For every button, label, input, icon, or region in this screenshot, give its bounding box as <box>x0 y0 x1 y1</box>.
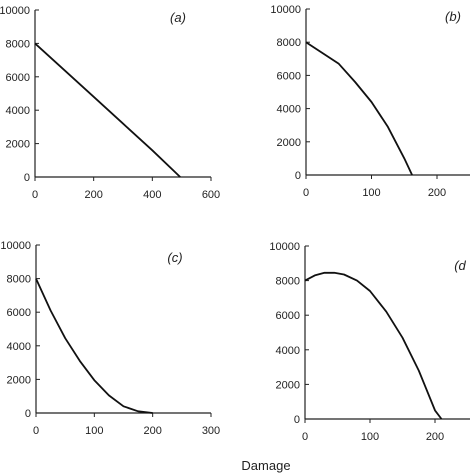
panel-1-y-tick-label: 0 <box>24 172 30 184</box>
panel-4-y-tick-label: 2000 <box>276 379 300 391</box>
panel-3-x-tick-label: 300 <box>202 425 220 437</box>
panel-3-y-tick-label: 4000 <box>7 341 31 353</box>
panel-3-x-tick-label: 0 <box>33 425 39 437</box>
panel-2-y-tick-label: 8000 <box>277 37 301 49</box>
panel-1-y-tick-label: 2000 <box>6 139 30 151</box>
panel-1-y-tick-label: 6000 <box>6 72 30 84</box>
panel-1-y-tick-label: 8000 <box>6 38 30 50</box>
panel-4-x-tick-label: 100 <box>361 431 379 443</box>
panel-3-x-tick-label: 100 <box>85 425 103 437</box>
x-axis-title: Damage <box>241 458 290 473</box>
panel-2-y-tick-label: 6000 <box>277 70 301 82</box>
panel-2-x-tick-label: 0 <box>303 187 309 199</box>
panel-3-y-tick-label: 10000 <box>0 240 31 252</box>
panel-3-x-tick-label: 200 <box>143 425 161 437</box>
panel-1-series-line <box>34 42 181 178</box>
panel-1-x-tick-label: 0 <box>32 189 38 201</box>
panel-1-label: (a) <box>170 10 186 25</box>
panel-1-x-tick-label: 600 <box>202 189 220 201</box>
panel-4-series-line <box>304 271 443 420</box>
panel-2-x-tick-label: 200 <box>428 187 446 199</box>
panel-1-y-tick-label: 10000 <box>0 5 30 17</box>
panel-3-label: (c) <box>167 250 182 265</box>
panel-3-series-line <box>35 278 153 414</box>
panel-2-label: (b) <box>445 9 461 24</box>
panel-4-label: (d <box>454 258 466 273</box>
panel-4-y-tick-label: 4000 <box>276 345 300 357</box>
panel-4-x-tick-label: 0 <box>302 431 308 443</box>
panel-3-y-tick-label: 0 <box>25 408 31 420</box>
panel-3-y-tick-label: 8000 <box>7 274 31 286</box>
panel-2-y-tick-label: 0 <box>295 170 301 182</box>
panel-2-series-line <box>305 41 413 176</box>
panel-2-y-tick-label: 10000 <box>270 4 301 16</box>
panel-2-y-tick-label: 4000 <box>277 104 301 116</box>
panel-1-x-tick-label: 400 <box>143 189 161 201</box>
panel-1-y-tick-label: 4000 <box>6 105 30 117</box>
panel-4-x-tick-label: 200 <box>426 431 444 443</box>
panel-1-x-tick-label: 200 <box>84 189 102 201</box>
panel-3-y-tick-label: 6000 <box>7 307 31 319</box>
panel-4-y-tick-label: 6000 <box>276 310 300 322</box>
panel-4-y-tick-label: 0 <box>294 414 300 426</box>
panel-4-y-tick-label: 10000 <box>269 241 300 253</box>
panel-2-y-tick-label: 2000 <box>277 137 301 149</box>
panel-3-y-tick-label: 2000 <box>7 374 31 386</box>
panel-4-y-tick-label: 8000 <box>276 276 300 288</box>
panel-2-x-tick-label: 100 <box>362 187 380 199</box>
